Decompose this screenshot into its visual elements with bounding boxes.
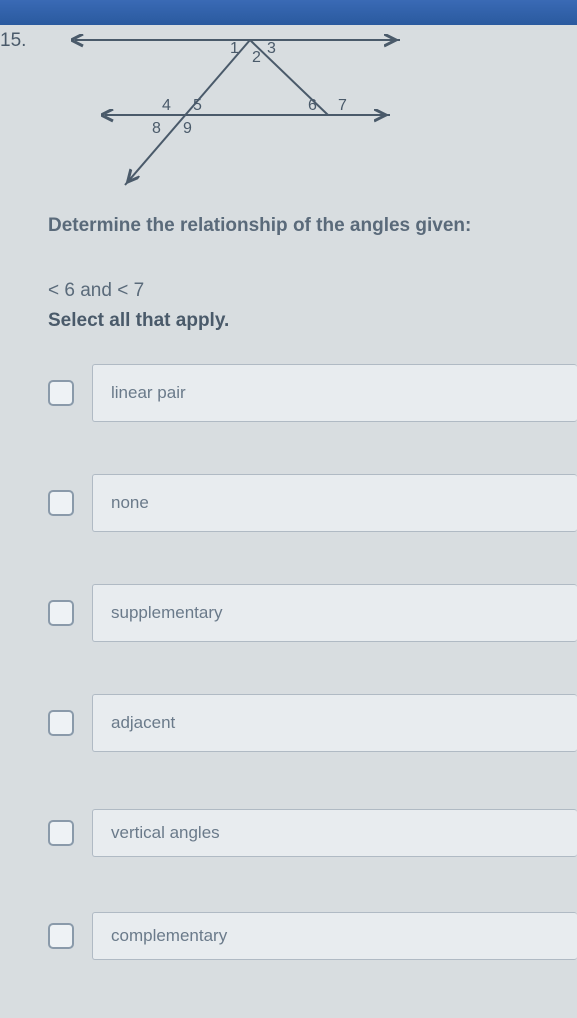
option-row: supplementary [48,585,577,640]
angle-label-9: 9 [183,120,192,137]
option-label[interactable]: supplementary [92,584,577,642]
option-row: adjacent [48,695,577,750]
option-row: linear pair [48,365,577,420]
option-label[interactable]: complementary [92,912,577,960]
option-row: vertical angles [48,805,577,860]
checkbox-complementary[interactable] [48,923,74,949]
option-label[interactable]: vertical angles [92,809,577,857]
angle-label-2: 2 [252,49,261,66]
checkbox-adjacent[interactable] [48,710,74,736]
angle-label-7: 7 [338,97,347,114]
option-row: complementary [48,908,577,963]
checkbox-none[interactable] [48,490,74,516]
checkbox-linear-pair[interactable] [48,380,74,406]
angle-label-5: 5 [193,97,202,114]
option-label[interactable]: adjacent [92,694,577,752]
angle-label-3: 3 [267,40,276,57]
checkbox-supplementary[interactable] [48,600,74,626]
angle-diagram: 1 2 3 4 5 6 7 8 9 [60,30,420,190]
angle-label-1: 1 [230,40,239,57]
angles-given: < 6 and < 7 [48,280,144,302]
angle-label-6: 6 [308,97,317,114]
option-label[interactable]: none [92,474,577,532]
checkbox-vertical-angles[interactable] [48,820,74,846]
option-label[interactable]: linear pair [92,364,577,422]
option-row: none [48,475,577,530]
instruction-text: Select all that apply. [48,310,229,332]
angle-label-8: 8 [152,120,161,137]
window-top-bar [0,0,577,25]
options-list: linear pair none supplementary adjacent … [48,365,577,1018]
question-prompt: Determine the relationship of the angles… [48,215,471,237]
angle-label-4: 4 [162,97,171,114]
question-number: 15. [0,30,26,52]
